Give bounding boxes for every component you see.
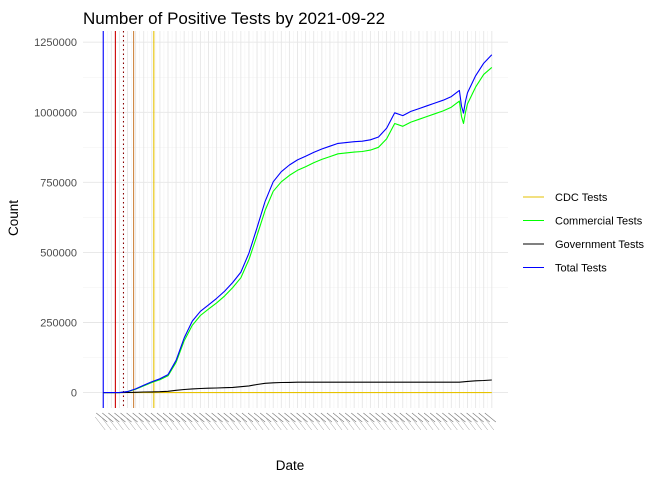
x-tick-label-mark [435,416,446,431]
x-tick-label-mark [428,416,440,431]
legend: CDC Tests Commercial Tests Government Test… [523,192,645,275]
x-tick-label-mark [337,416,349,431]
x-tick-label-mark [143,416,155,431]
x-tick-label-mark [289,416,300,431]
series-line-total-tests [103,54,493,394]
grid [83,31,508,408]
x-tick-label-mark [283,416,294,431]
x-tick-label-mark [362,416,373,431]
x-axis-ticks [95,412,496,431]
x-tick-label-mark [453,416,464,431]
series-group [103,54,493,394]
x-tick-label-mark [356,416,367,431]
x-tick-label-mark [234,416,246,431]
x-tick-label-mark [277,416,288,431]
x-tick-label-mark [343,416,355,431]
reference-lines [102,31,155,408]
x-tick-label-mark [271,416,282,431]
x-tick-label-mark [222,416,233,431]
x-tick-label-mark [210,416,221,431]
x-tick-label-mark [484,412,496,423]
x-tick-label-mark [240,416,252,431]
x-tick-label-mark [331,416,343,431]
x-tick-label-mark [95,416,106,431]
x-tick-label-mark [252,416,264,431]
y-tick-label: 1000000 [34,107,77,119]
x-axis-title: Date [276,458,305,473]
x-tick-label-mark [392,416,403,431]
y-tick-label: 250000 [40,318,77,330]
x-tick-label-mark [295,416,306,431]
x-tick-label-mark [441,416,452,431]
x-tick-label-mark [459,416,470,431]
x-tick-label-mark [161,416,173,431]
chart-title: Number of Positive Tests by 2021-09-22 [83,9,385,28]
x-tick-label-mark [350,416,361,431]
x-tick-label-mark [101,416,112,431]
x-tick-label-mark [368,416,379,431]
x-tick-label-mark [119,416,130,431]
y-tick-label: 0 [71,388,77,400]
x-tick-label-mark [173,416,185,431]
x-tick-label-mark [416,416,428,431]
x-tick-label-mark [386,416,397,431]
x-tick-label-mark [483,416,495,431]
x-tick-label-mark [198,416,209,431]
x-tick-label-mark [228,416,240,431]
x-tick-label-mark [447,416,458,431]
series-line-government-tests [103,379,492,394]
x-tick-label-mark [410,416,422,431]
x-tick-label-mark [186,416,197,431]
x-tick-label-mark [113,416,124,431]
series-line-commercial-tests [103,66,493,394]
x-tick-label-mark [125,416,136,431]
x-tick-label-mark [404,416,416,431]
x-tick-label-mark [192,416,203,431]
x-tick-label-mark [398,416,410,431]
x-tick-label-mark [301,416,312,431]
x-tick-label-mark [422,416,434,431]
x-tick-label-mark [180,416,191,431]
x-tick-label-mark [216,416,227,431]
legend-label-total-tests: Total Tests [555,263,607,275]
x-tick-label-mark [477,416,488,431]
x-tick-label-mark [465,416,476,431]
y-tick-label: 750000 [40,177,77,189]
legend-label-government-tests: Government Tests [555,239,645,251]
x-tick-label-mark [131,416,142,431]
x-tick-label-mark [107,416,118,431]
x-tick-label-mark [246,416,258,431]
x-tick-label-mark [319,416,331,431]
x-tick-label-mark [155,416,167,431]
x-tick-label-mark [307,416,318,431]
x-tick-label-mark [325,416,337,431]
x-tick-label-mark [471,416,482,431]
x-tick-label-mark [137,416,148,431]
x-tick-label-mark [149,416,161,431]
x-tick-label-mark [313,416,325,431]
x-tick-label-mark [167,416,179,431]
legend-label-cdc-tests: CDC Tests [555,192,608,204]
y-tick-label: 1250000 [34,37,77,49]
x-tick-label-mark [204,416,215,431]
x-tick-label-mark [374,416,385,431]
legend-label-commercial-tests: Commercial Tests [555,216,643,228]
x-tick-label-mark [265,416,276,431]
y-axis-ticks: 0 250000 500000 750000 1000000 1250000 [34,37,77,399]
x-tick-label-mark [380,416,391,431]
x-tick-label-mark [258,416,270,431]
y-axis-title: Count [6,200,21,236]
y-tick-label: 500000 [40,247,77,259]
